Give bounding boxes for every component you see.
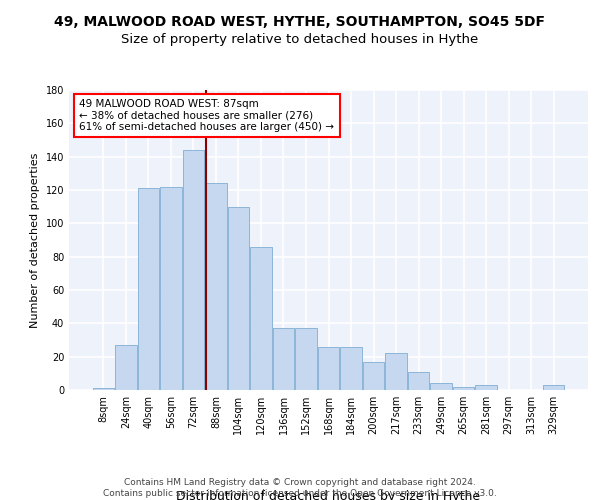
Bar: [475, 385, 497, 390]
Y-axis label: Number of detached properties: Number of detached properties: [30, 152, 40, 328]
Bar: [137, 188, 159, 390]
X-axis label: Distribution of detached houses by size in Hythe: Distribution of detached houses by size …: [176, 490, 481, 500]
Bar: [340, 346, 362, 390]
Text: Size of property relative to detached houses in Hythe: Size of property relative to detached ho…: [121, 32, 479, 46]
Bar: [363, 362, 384, 390]
Bar: [543, 385, 565, 390]
Bar: [408, 372, 429, 390]
Text: Contains HM Land Registry data © Crown copyright and database right 2024.
Contai: Contains HM Land Registry data © Crown c…: [103, 478, 497, 498]
Bar: [385, 354, 407, 390]
Bar: [115, 345, 137, 390]
Bar: [295, 328, 317, 390]
Bar: [205, 184, 227, 390]
Bar: [160, 186, 182, 390]
Bar: [182, 150, 204, 390]
Bar: [92, 388, 114, 390]
Text: 49, MALWOOD ROAD WEST, HYTHE, SOUTHAMPTON, SO45 5DF: 49, MALWOOD ROAD WEST, HYTHE, SOUTHAMPTO…: [55, 15, 545, 29]
Bar: [273, 328, 294, 390]
Bar: [453, 386, 475, 390]
Bar: [228, 206, 249, 390]
Bar: [318, 346, 339, 390]
Text: 49 MALWOOD ROAD WEST: 87sqm
← 38% of detached houses are smaller (276)
61% of se: 49 MALWOOD ROAD WEST: 87sqm ← 38% of det…: [79, 99, 334, 132]
Bar: [430, 384, 452, 390]
Bar: [250, 246, 272, 390]
